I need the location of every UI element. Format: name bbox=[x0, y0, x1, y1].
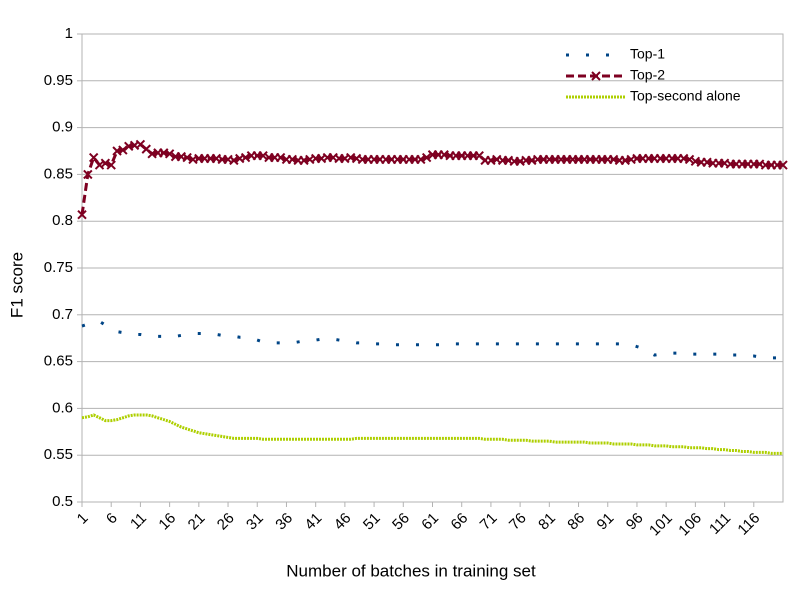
y-tick-label: 0.8 bbox=[52, 212, 73, 229]
y-tick-label: 0.85 bbox=[44, 165, 73, 182]
legend-label: Top-second alone bbox=[630, 88, 741, 104]
y-tick-label: 0.6 bbox=[52, 399, 73, 416]
series-marker bbox=[778, 160, 788, 170]
y-tick-label: 0.55 bbox=[44, 446, 73, 463]
series-marker bbox=[118, 145, 128, 155]
legend-label: Top-1 bbox=[630, 46, 665, 62]
legend-label: Top-2 bbox=[630, 67, 665, 83]
y-tick-label: 0.65 bbox=[44, 353, 73, 370]
y-tick-label: 0.9 bbox=[52, 119, 73, 136]
y-axis-title: F1 score bbox=[7, 252, 26, 318]
y-tick-label: 0.7 bbox=[52, 306, 73, 323]
y-tick-label: 1 bbox=[65, 25, 73, 42]
series-marker bbox=[88, 152, 99, 163]
y-tick-label: 0.95 bbox=[44, 72, 73, 89]
x-axis-title: Number of batches in training set bbox=[286, 561, 536, 580]
legend-marker bbox=[591, 71, 601, 81]
series-marker bbox=[421, 152, 432, 163]
series-line bbox=[81, 319, 783, 360]
series-marker bbox=[83, 169, 93, 180]
y-tick-label: 0.75 bbox=[44, 259, 73, 276]
series-marker bbox=[106, 160, 116, 170]
series-marker bbox=[164, 149, 175, 159]
series-marker bbox=[77, 209, 87, 220]
y-tick-label: 0.5 bbox=[52, 493, 73, 510]
